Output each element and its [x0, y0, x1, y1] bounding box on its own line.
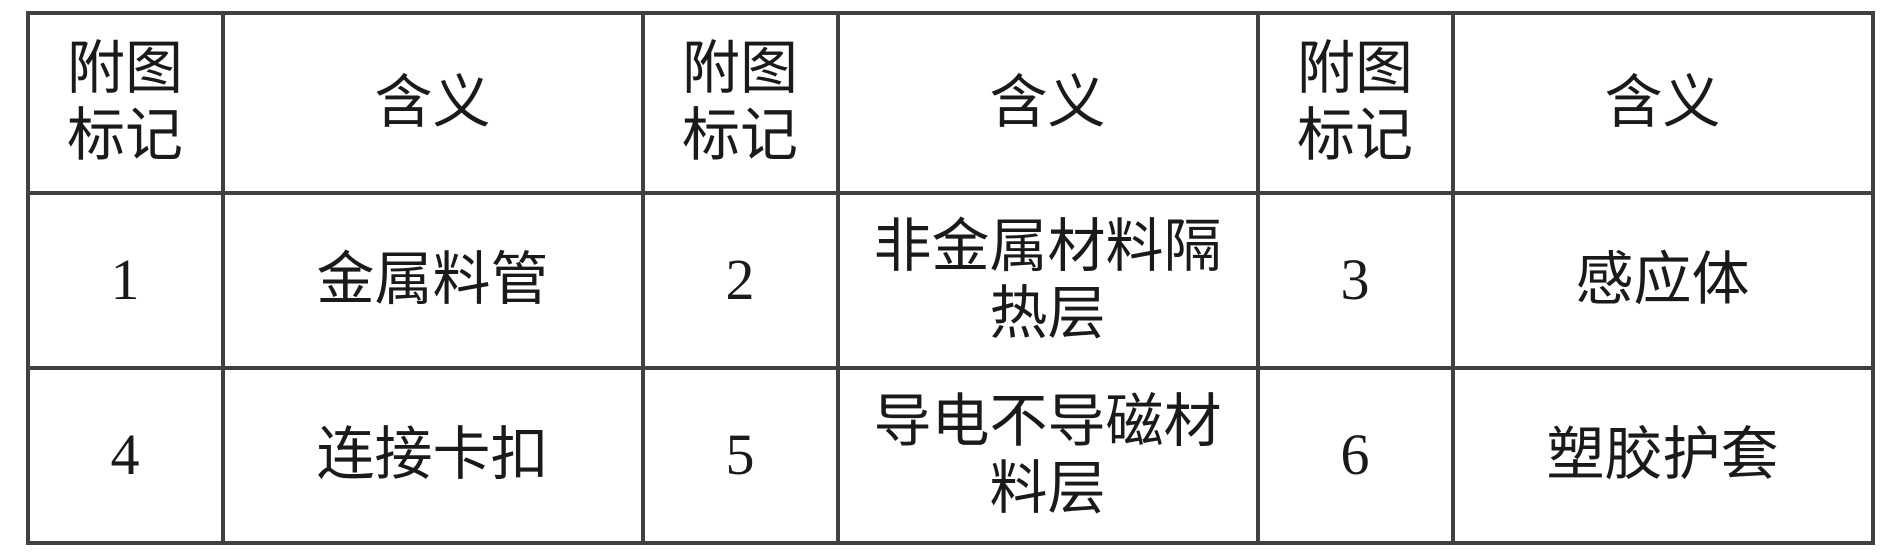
cell-mark: 3: [1258, 193, 1453, 368]
header-mark-label: 附图标记: [676, 36, 804, 169]
header-meaning-3: 含义: [1453, 13, 1873, 193]
cell-meaning: 金属料管: [223, 193, 643, 368]
cell-mark: 6: [1258, 368, 1453, 543]
cell-meaning: 连接卡扣: [223, 368, 643, 543]
cell-mark: 1: [28, 193, 223, 368]
header-mark-label: 附图标记: [1291, 36, 1419, 169]
cell-meaning: 感应体: [1453, 193, 1873, 368]
table-row: 4 连接卡扣 5 导电不导磁材料层 6 塑胶护套: [28, 368, 1873, 543]
header-mark-3: 附图标记: [1258, 13, 1453, 193]
table-header-row: 附图标记 含义 附图标记 含义 附图标记 含义: [28, 13, 1873, 193]
cell-mark: 4: [28, 368, 223, 543]
cell-meaning: 非金属材料隔热层: [838, 193, 1258, 368]
cell-meaning: 导电不导磁材料层: [838, 368, 1258, 543]
header-mark-1: 附图标记: [28, 13, 223, 193]
header-mark-2: 附图标记: [643, 13, 838, 193]
cell-meaning: 塑胶护套: [1453, 368, 1873, 543]
cell-mark: 5: [643, 368, 838, 543]
cell-mark: 2: [643, 193, 838, 368]
reference-table: 附图标记 含义 附图标记 含义 附图标记 含义 1 金属料管 2 非金属材料隔热…: [26, 11, 1875, 545]
header-meaning-2: 含义: [838, 13, 1258, 193]
page-container: 附图标记 含义 附图标记 含义 附图标记 含义 1 金属料管 2 非金属材料隔热…: [0, 0, 1900, 556]
table-row: 1 金属料管 2 非金属材料隔热层 3 感应体: [28, 193, 1873, 368]
header-meaning-1: 含义: [223, 13, 643, 193]
header-mark-label: 附图标记: [61, 36, 189, 169]
